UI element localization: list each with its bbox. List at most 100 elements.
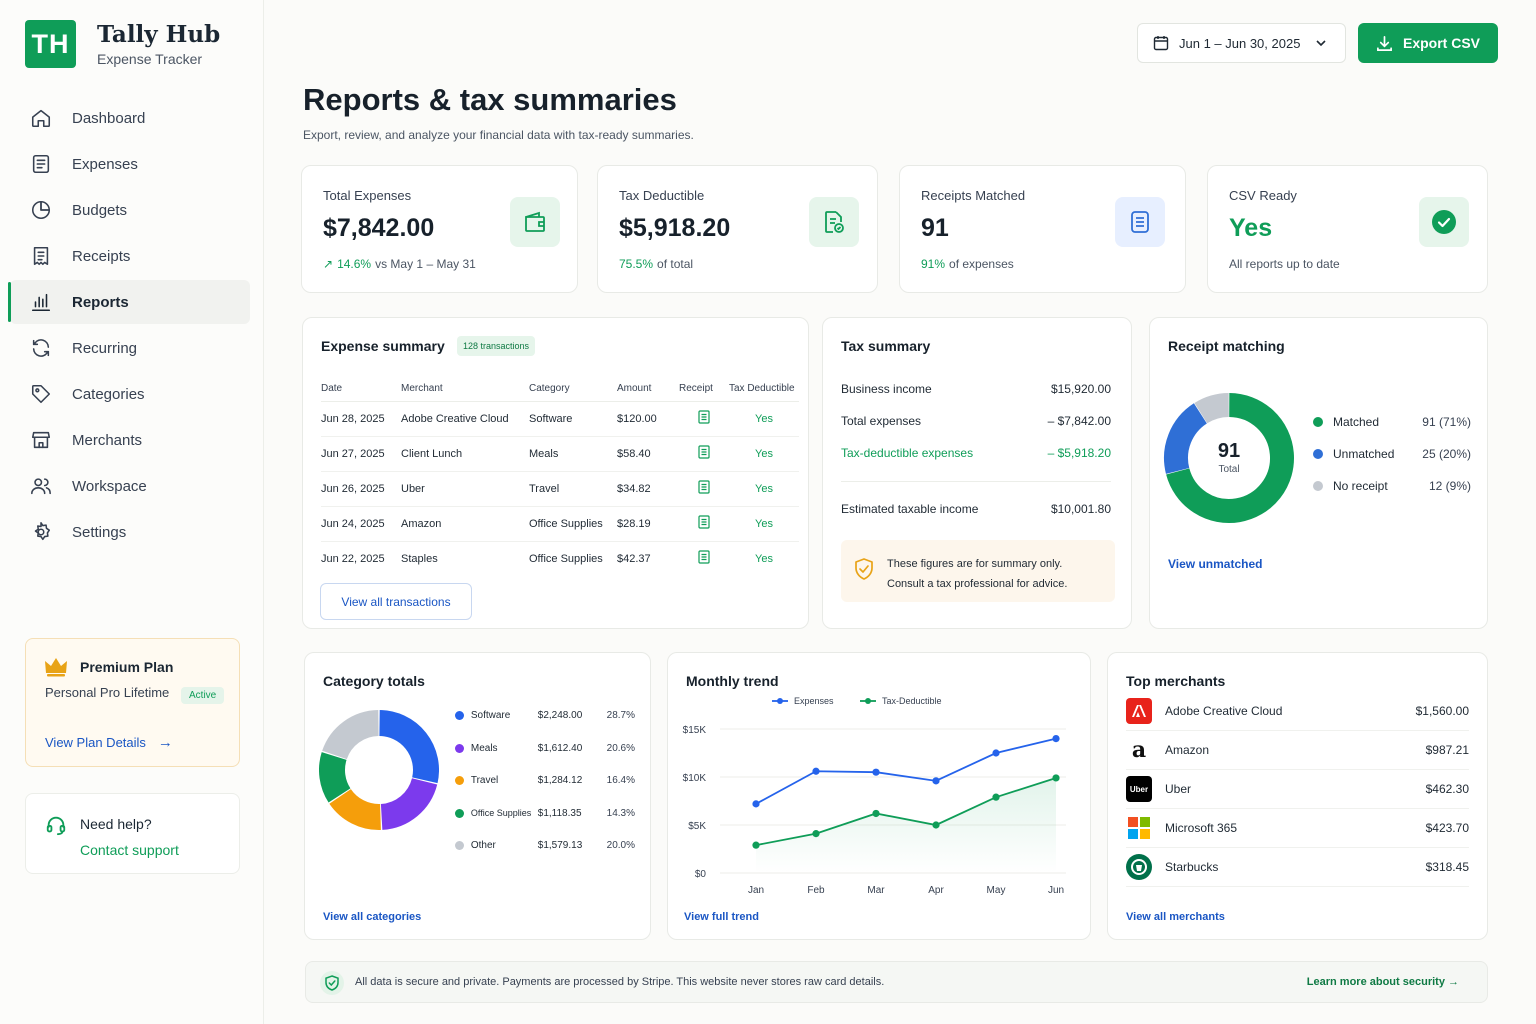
receipt-icon [698,410,710,424]
sidebar-nav: Dashboard Expenses Budgets Receipts Repo… [8,96,250,556]
column-header[interactable]: Receipt [679,376,729,402]
divider [841,481,1111,482]
data-point[interactable] [872,768,880,776]
y-tick-label: $15K [683,725,707,736]
kpi-highlight: 91% [921,257,946,271]
kpi-highlight: 75.5% [619,257,654,271]
merchant-name: Microsoft 365 [1165,821,1238,835]
export-csv-button[interactable]: Export CSV [1358,23,1498,63]
data-point[interactable] [932,777,940,785]
merchant-amount: $462.30 [1425,782,1469,796]
view-unmatched-link[interactable]: View unmatched [1168,557,1263,571]
kpi-note: of total [657,257,694,271]
view-full-trend-link[interactable]: View full trend [684,911,759,923]
data-point[interactable] [872,809,880,818]
cell-receipt[interactable] [679,436,729,472]
store-icon [31,431,51,449]
merchant-row[interactable]: Starbucks $318.45 [1126,848,1469,887]
data-point[interactable] [752,841,760,849]
merchant-row[interactable]: a Amazon $987.21 [1126,731,1469,770]
adobe-logo [1126,698,1152,724]
receipt-icon [698,515,710,529]
column-header[interactable]: Tax Deductible [729,376,799,402]
data-point[interactable] [812,767,820,775]
tag-icon [31,384,51,404]
sidebar-item-budgets[interactable]: Budgets [10,188,250,232]
table-row[interactable]: Jun 24, 2025 Amazon Office Supplies $28.19 Y… [321,506,799,542]
disclaimer-line: These figures are for summary only. [887,558,1063,570]
series-line-expenses[interactable] [755,737,1057,805]
sidebar-item-label: Categories [72,385,145,403]
table-row[interactable]: Jun 26, 2025 Uber Travel $34.82 Yes [321,471,799,507]
data-point[interactable] [932,821,940,829]
data-point[interactable] [1052,735,1060,743]
series-line-tax-deductible[interactable] [755,777,1057,847]
merchant-row[interactable]: Microsoft 365 $423.70 [1126,809,1469,848]
data-point[interactable] [752,800,760,808]
donut-slice-unmatched[interactable] [1164,403,1208,474]
cell-deductible: Yes [729,506,799,542]
merchant-row[interactable]: Uber Uber $462.30 [1126,770,1469,809]
legend-dot [455,841,464,850]
data-point[interactable] [812,830,820,838]
document-icon [32,154,50,174]
sidebar-item-settings[interactable]: Settings [10,510,250,554]
kpi-note: vs May 1 – May 31 [375,257,476,271]
legend-label: No receipt [1333,479,1388,493]
cell-deductible: Yes [755,552,773,565]
top-merchants-card: Top merchants Adobe Creative Cloud $1,56… [1107,652,1488,940]
view-all-merchants-link[interactable]: View all merchants [1126,911,1225,923]
kpi-tax-deductible: Tax Deductible $5,918.20 75.5% of total [597,165,878,293]
view-all-categories-link[interactable]: View all categories [323,911,422,923]
learn-more-security-link[interactable]: Learn more about security → [1306,976,1459,988]
legend-marker [865,698,871,704]
category-donut-chart [319,710,439,830]
sidebar-item-recurring[interactable]: Recurring [10,326,250,370]
data-point[interactable] [992,749,1000,757]
donut-slice-no-receipt[interactable] [1194,393,1230,424]
sidebar-item-reports[interactable]: Reports [8,280,250,324]
receipt-icon [698,480,710,494]
sidebar-item-merchants[interactable]: Merchants [10,418,250,462]
sidebar-item-workspace[interactable]: Workspace [10,464,250,508]
sidebar-item-categories[interactable]: Categories [10,372,250,416]
donut-slice-office-supplies[interactable] [319,752,351,803]
column-header[interactable]: Merchant [401,376,529,402]
sidebar-item-receipts[interactable]: Receipts [10,234,250,278]
donut-slice-matched[interactable] [1166,393,1294,523]
brand[interactable]: TH Tally Hub Expense Tracker [25,20,220,68]
donut-slice-travel[interactable] [329,788,381,830]
column-header[interactable]: Amount [617,376,679,402]
cell-receipt[interactable] [679,506,729,542]
data-point[interactable] [992,793,1000,801]
category-legend-row: Software $2,248.00 28.7% [455,710,635,721]
column-header[interactable]: Date [321,376,401,402]
cell-receipt[interactable] [679,541,729,576]
table-row[interactable]: Jun 28, 2025 Adobe Creative Cloud Software… [321,401,799,437]
data-point[interactable] [1052,774,1060,782]
receipt-icon [698,445,710,459]
sidebar-item-expenses[interactable]: Expenses [10,142,250,186]
cell-receipt[interactable] [679,401,729,437]
sidebar-item-dashboard[interactable]: Dashboard [10,96,250,140]
sidebar: TH Tally Hub Expense Tracker Dashboard E… [0,0,264,1024]
shield-check-icon [855,558,873,580]
cell-receipt[interactable] [679,471,729,507]
donut-slice-meals[interactable] [380,777,438,830]
contact-support-link[interactable]: Contact support [80,842,179,858]
legend-value: 91 (71%) [1422,415,1471,429]
donut-slice-software[interactable] [378,710,439,784]
merchant-row[interactable]: Adobe Creative Cloud $1,560.00 [1126,692,1469,731]
table-row[interactable]: Jun 27, 2025 Client Lunch Meals $58.40 Yes [321,436,799,472]
kpi-delta: 14.6% [337,257,372,271]
legend-value: 25 (20%) [1422,447,1471,461]
donut-slice-other[interactable] [322,710,380,760]
view-plan-details-link[interactable]: View Plan Details → [45,734,173,751]
date-range-picker[interactable]: Jun 1 – Jun 30, 2025 [1137,23,1346,63]
view-all-transactions-button[interactable]: View all transactions [320,583,472,620]
amazon-logo: a [1126,737,1152,763]
column-header[interactable]: Category [529,376,617,402]
series-area-tax-deductible [756,777,1056,873]
table-row[interactable]: Jun 22, 2025 Staples Office Supplies $42.37… [321,541,799,576]
pie-chart-icon [32,200,51,219]
